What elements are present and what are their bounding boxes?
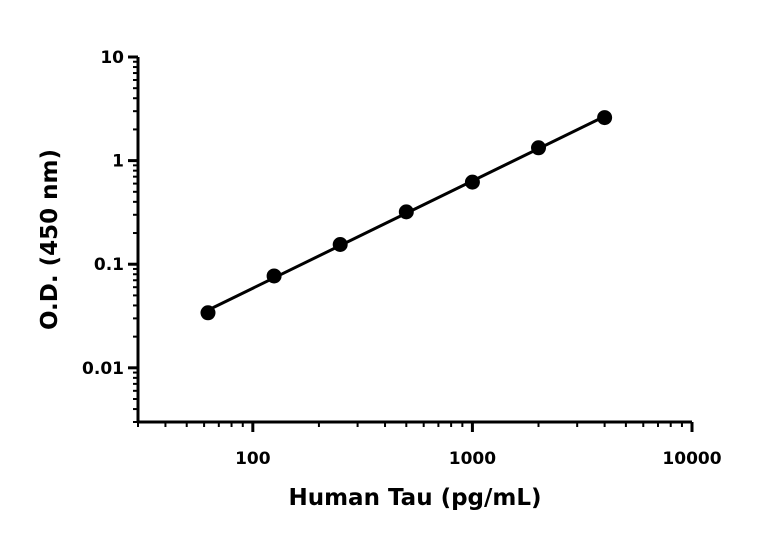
y-ticks: 0.01 0.1 1 10 xyxy=(82,48,138,423)
y-tick-label: 0.01 xyxy=(82,359,124,379)
data-point xyxy=(531,140,547,156)
axes xyxy=(136,57,692,424)
data-point xyxy=(464,174,480,190)
data-point xyxy=(398,204,414,220)
data-point xyxy=(200,305,216,321)
x-tick-label: 1000 xyxy=(449,449,496,469)
x-tick-label: 100 xyxy=(235,449,271,469)
y-axis-title: O.D. (450 nm) xyxy=(37,149,63,330)
data-point xyxy=(597,110,613,126)
y-tick-label: 10 xyxy=(100,48,124,68)
x-axis-title: Human Tau (pg/mL) xyxy=(288,485,541,511)
data-point xyxy=(332,236,348,252)
y-tick-label: 0.1 xyxy=(94,255,124,275)
x-ticks: 100 1000 10000 xyxy=(137,422,722,469)
plot-area xyxy=(200,110,613,321)
x-tick-label: 10000 xyxy=(662,449,721,469)
y-tick-label: 1 xyxy=(112,152,124,172)
data-point xyxy=(266,268,282,284)
